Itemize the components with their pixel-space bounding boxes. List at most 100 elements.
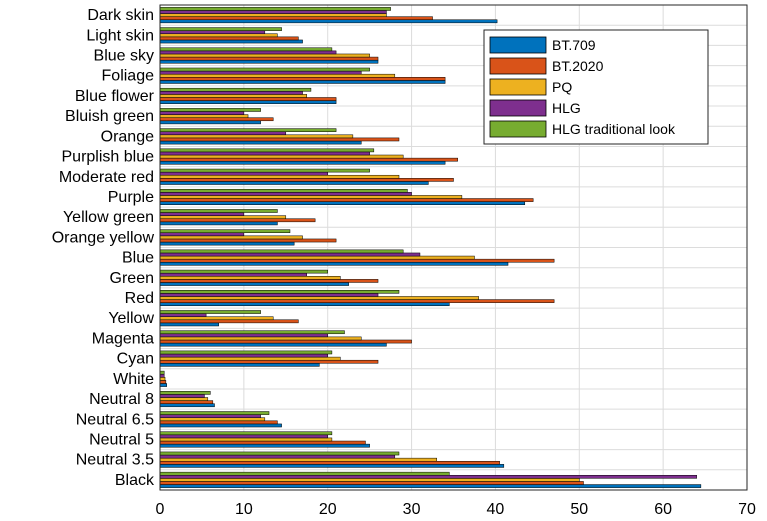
- bar: [159, 7, 391, 11]
- bar: [159, 302, 450, 307]
- category-label: Light skin: [86, 27, 154, 44]
- bar: [159, 319, 299, 324]
- bar: [159, 464, 505, 468]
- bar: [159, 53, 370, 58]
- x-tick-label: 50: [570, 501, 588, 518]
- category-label: Magenta: [92, 330, 154, 347]
- category-label: Purple: [108, 189, 154, 206]
- legend-label: BT.709: [552, 37, 596, 53]
- category-label: Green: [110, 270, 154, 287]
- bar: [159, 39, 303, 44]
- bar: [159, 232, 245, 237]
- bar: [159, 178, 454, 182]
- bar: [159, 111, 245, 115]
- bar: [159, 192, 412, 196]
- bar: [159, 120, 261, 125]
- bar: [159, 279, 379, 283]
- bar: [159, 131, 287, 136]
- bar: [159, 417, 266, 422]
- category-label: White: [113, 371, 154, 388]
- category-label: Orange yellow: [52, 229, 155, 246]
- bar: [159, 100, 337, 104]
- bar: [159, 70, 362, 75]
- bar: [159, 420, 278, 425]
- bar: [159, 128, 337, 132]
- bar: [159, 276, 341, 280]
- bar: [159, 27, 282, 31]
- legend: BT.709 BT.2020 PQ HLG HLG traditional look: [483, 29, 709, 145]
- bars: [159, 7, 702, 488]
- bar: [159, 282, 349, 286]
- bar: [159, 157, 458, 162]
- bar: [159, 174, 400, 179]
- bar: [159, 171, 328, 176]
- bar: [159, 19, 498, 24]
- bar: [159, 87, 312, 92]
- bar: [159, 454, 396, 459]
- bar: [159, 394, 205, 398]
- bar: [159, 339, 412, 344]
- bar: [159, 471, 450, 476]
- category-labels: Dark skin Light skin Blue sky Foliage Blue f…: [52, 7, 155, 489]
- bar: [159, 296, 479, 300]
- bar: [159, 484, 702, 488]
- bar: [159, 457, 437, 462]
- category-label: Orange: [101, 128, 154, 145]
- bar: [159, 411, 270, 415]
- bar: [159, 322, 219, 327]
- category-label: Blue: [122, 250, 154, 267]
- bar: [159, 108, 261, 112]
- bar: [159, 198, 534, 202]
- bar: [159, 249, 404, 254]
- plot-frame: [159, 4, 748, 491]
- legend-swatch: [489, 120, 547, 138]
- category-label: Yellow: [108, 310, 154, 327]
- bar: [159, 160, 446, 165]
- bar: [159, 80, 446, 84]
- bar: [159, 235, 303, 240]
- bar: [159, 59, 379, 64]
- legend-swatch: [489, 36, 547, 54]
- bar: [159, 91, 303, 95]
- bar: [159, 262, 509, 266]
- bar: [159, 114, 249, 118]
- bar: [159, 380, 167, 384]
- category-label: Moderate red: [59, 169, 154, 186]
- bar: [159, 97, 337, 101]
- bar: [159, 403, 215, 408]
- bar: [159, 333, 328, 338]
- x-tick-label: 40: [487, 501, 505, 518]
- bar: [159, 137, 400, 142]
- bar: [159, 350, 333, 355]
- bar: [159, 310, 261, 314]
- bar: [159, 241, 295, 246]
- bar: [159, 181, 429, 185]
- bar: [159, 212, 245, 216]
- bar: [159, 370, 165, 375]
- bar: [159, 134, 354, 139]
- bar: [159, 400, 214, 404]
- bar: [159, 423, 282, 428]
- bar: [159, 50, 337, 55]
- bar: [159, 342, 387, 347]
- bar: [159, 397, 209, 401]
- bar: [159, 313, 207, 317]
- bar: [159, 117, 274, 122]
- bar: [159, 77, 446, 81]
- x-tick-labels: 0 10 20 30 40 50 60 70: [156, 501, 756, 518]
- bar: [159, 154, 404, 159]
- bar: [159, 221, 278, 226]
- category-label: Neutral 5: [89, 431, 154, 448]
- x-tick-label: 60: [654, 501, 672, 518]
- x-tick-label: 0: [156, 501, 165, 518]
- bar: [159, 330, 345, 335]
- bar: [159, 238, 337, 243]
- bar: [159, 474, 697, 479]
- category-label: Purplish blue: [62, 149, 155, 166]
- category-label: Black: [115, 472, 155, 489]
- x-tick-label: 70: [738, 501, 756, 518]
- bar: [159, 47, 333, 52]
- bar: [159, 188, 408, 193]
- bar: [159, 363, 320, 367]
